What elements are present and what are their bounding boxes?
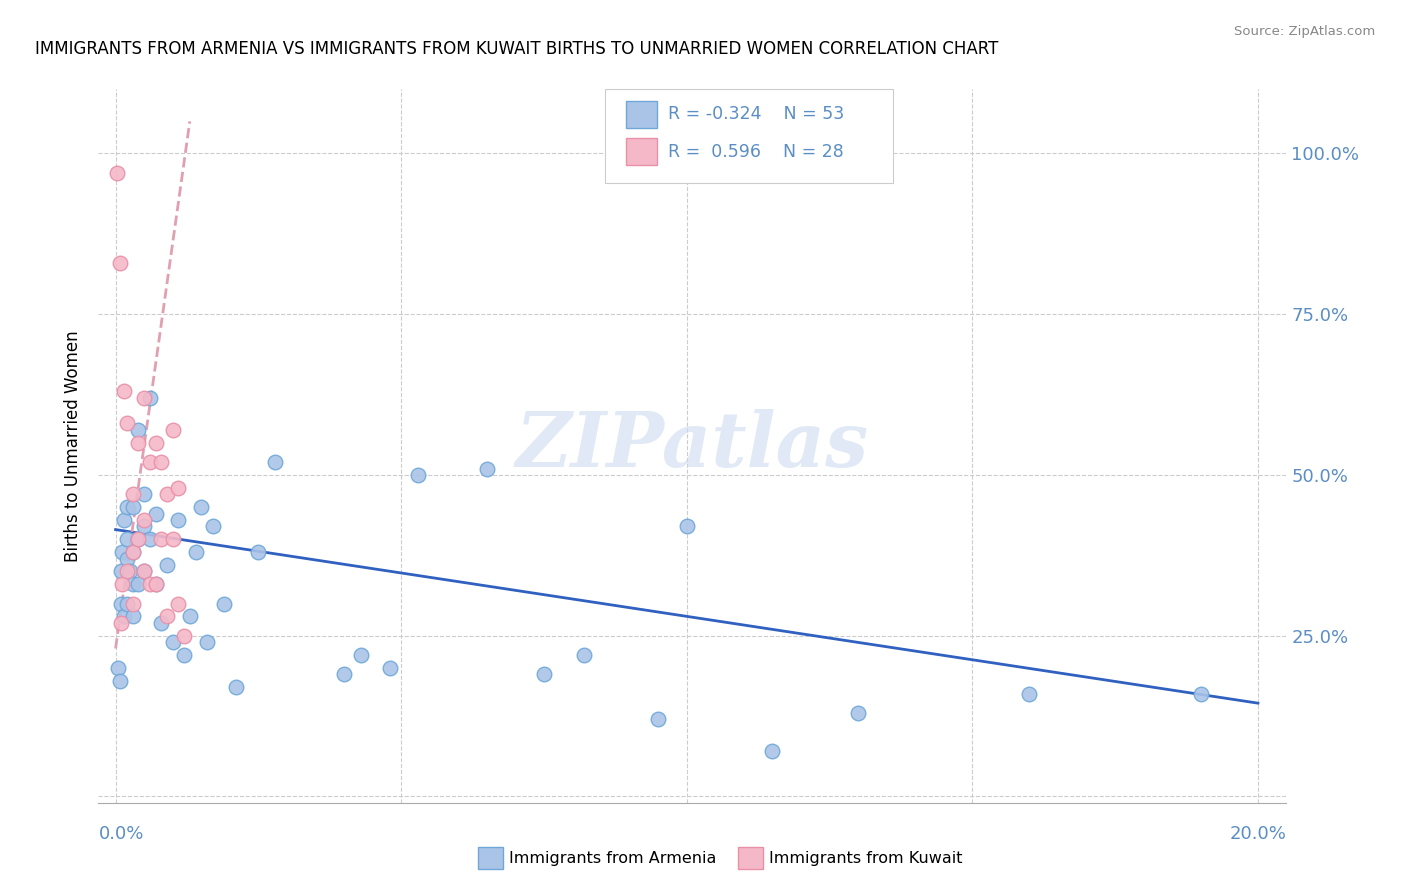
Point: [378, 661, 401, 675]
Point: [333, 667, 356, 681]
Text: Immigrants from Kuwait: Immigrants from Kuwait: [769, 851, 963, 865]
Point: [115, 565, 138, 579]
Point: [115, 533, 138, 547]
Point: [132, 519, 156, 533]
Point: [1018, 686, 1040, 700]
Point: [108, 256, 131, 270]
Point: [132, 513, 156, 527]
Point: [150, 615, 173, 630]
Point: [167, 513, 190, 527]
Point: [156, 487, 179, 501]
Point: [572, 648, 595, 662]
Point: [162, 635, 184, 649]
Point: [190, 500, 212, 514]
Point: [139, 391, 162, 405]
Point: [162, 423, 184, 437]
Text: R =  0.596    N = 28: R = 0.596 N = 28: [668, 143, 844, 161]
Point: [127, 435, 149, 450]
Point: [201, 519, 224, 533]
Point: [846, 706, 869, 720]
Point: [225, 680, 247, 694]
Point: [112, 609, 135, 624]
Point: [264, 455, 287, 469]
Point: [145, 577, 167, 591]
Point: [475, 461, 498, 475]
Point: [115, 500, 138, 514]
Point: [408, 467, 430, 482]
Point: [127, 533, 149, 547]
Point: [145, 577, 167, 591]
Text: R = -0.324    N = 53: R = -0.324 N = 53: [668, 105, 844, 123]
Point: [111, 577, 134, 591]
Point: [212, 597, 235, 611]
Point: [179, 609, 201, 624]
Point: [105, 166, 128, 180]
Point: [247, 545, 270, 559]
Point: [150, 533, 173, 547]
Text: Immigrants from Armenia: Immigrants from Armenia: [509, 851, 716, 865]
Point: [118, 565, 141, 579]
Point: [132, 565, 156, 579]
Point: [108, 673, 131, 688]
Point: [350, 648, 373, 662]
Point: [675, 519, 697, 533]
Point: [139, 533, 162, 547]
Point: [110, 597, 132, 611]
Point: [533, 667, 555, 681]
Point: [156, 558, 179, 572]
Point: [107, 661, 129, 675]
Point: [127, 423, 149, 437]
Point: [121, 577, 143, 591]
Point: [112, 513, 135, 527]
Point: [121, 609, 143, 624]
Text: Source: ZipAtlas.com: Source: ZipAtlas.com: [1234, 25, 1375, 38]
Point: [132, 391, 156, 405]
Point: [121, 500, 143, 514]
Point: [121, 545, 143, 559]
Point: [110, 565, 132, 579]
Point: [112, 384, 135, 399]
Text: 0.0%: 0.0%: [98, 825, 143, 843]
Point: [167, 597, 190, 611]
Point: [761, 744, 783, 758]
Point: [132, 487, 156, 501]
Text: 20.0%: 20.0%: [1230, 825, 1286, 843]
Point: [115, 417, 138, 431]
Point: [195, 635, 218, 649]
Point: [162, 533, 184, 547]
Point: [156, 609, 179, 624]
Point: [167, 481, 190, 495]
Point: [1189, 686, 1212, 700]
Point: [115, 597, 138, 611]
Y-axis label: Births to Unmarried Women: Births to Unmarried Women: [65, 330, 83, 562]
Point: [111, 545, 134, 559]
Point: [132, 565, 156, 579]
Point: [115, 551, 138, 566]
Point: [127, 533, 149, 547]
Point: [184, 545, 207, 559]
Point: [145, 435, 167, 450]
Point: [150, 455, 173, 469]
Point: [145, 507, 167, 521]
Point: [127, 577, 149, 591]
Point: [139, 455, 162, 469]
Point: [121, 545, 143, 559]
Point: [173, 629, 195, 643]
Text: ZIPatlas: ZIPatlas: [516, 409, 869, 483]
Point: [647, 712, 669, 726]
Point: [173, 648, 195, 662]
Point: [139, 577, 162, 591]
Point: [110, 615, 132, 630]
Point: [121, 597, 143, 611]
Text: IMMIGRANTS FROM ARMENIA VS IMMIGRANTS FROM KUWAIT BIRTHS TO UNMARRIED WOMEN CORR: IMMIGRANTS FROM ARMENIA VS IMMIGRANTS FR…: [35, 40, 998, 58]
Point: [121, 487, 143, 501]
